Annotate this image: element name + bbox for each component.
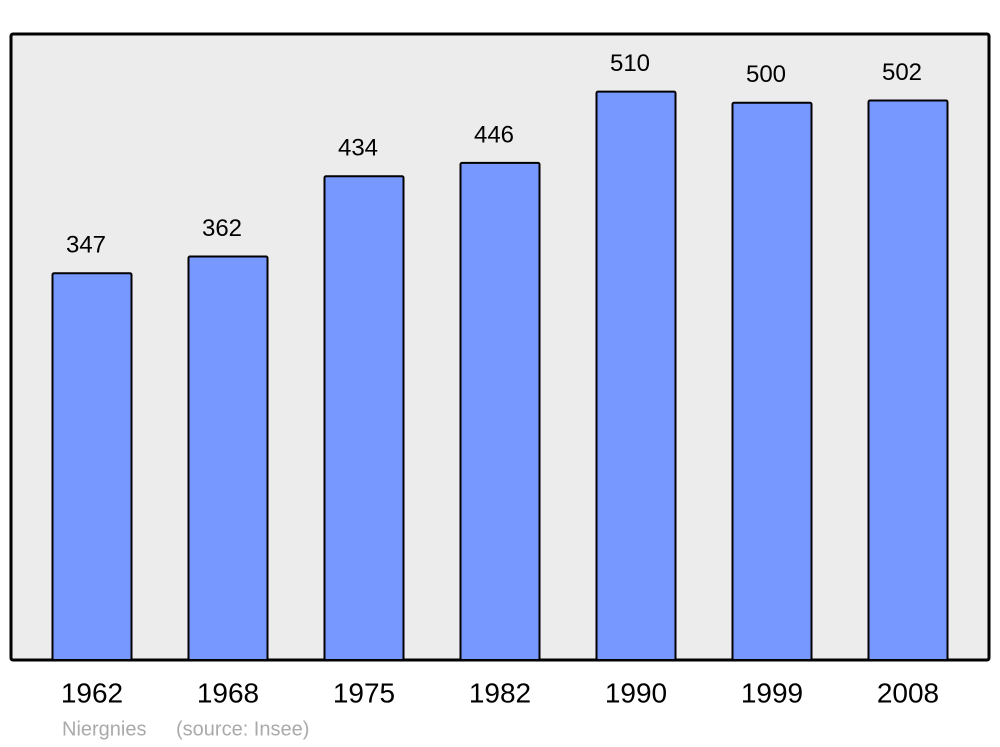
bar bbox=[187, 255, 269, 661]
value-label: 434 bbox=[338, 135, 378, 162]
value-label: 446 bbox=[474, 121, 514, 148]
bars: 347 1962 362 1968 434 1975 446 1982 510 1990 500 19… bbox=[51, 50, 949, 708]
value-label: 362 bbox=[202, 215, 242, 242]
x-tick-label: 2008 bbox=[877, 677, 939, 708]
bar bbox=[51, 272, 133, 661]
value-label: 510 bbox=[610, 50, 650, 77]
bar bbox=[595, 90, 677, 662]
value-label: 347 bbox=[66, 232, 106, 259]
x-tick-label: 1975 bbox=[333, 677, 395, 708]
x-tick-label: 1990 bbox=[605, 677, 667, 708]
x-tick-label: 1968 bbox=[197, 677, 259, 708]
x-tick-label: 1982 bbox=[469, 677, 531, 708]
x-tick-label: 1999 bbox=[741, 677, 803, 708]
chart-title: Niergnies bbox=[62, 718, 146, 740]
bar bbox=[867, 99, 949, 662]
bar bbox=[323, 175, 405, 662]
source-note: (source: Insee) bbox=[176, 718, 309, 740]
x-tick-label: 1962 bbox=[61, 677, 123, 708]
bar bbox=[731, 101, 813, 662]
value-label: 502 bbox=[882, 59, 922, 86]
value-label: 500 bbox=[746, 61, 786, 88]
bar bbox=[459, 161, 541, 661]
